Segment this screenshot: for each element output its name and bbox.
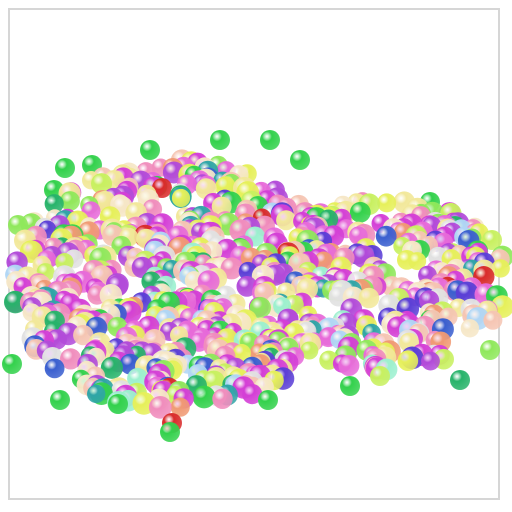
atom-sphere — [60, 348, 82, 370]
atom-sphere — [192, 385, 216, 409]
atom-sphere — [160, 422, 180, 442]
atom-sphere — [73, 324, 94, 346]
atom-sphere — [450, 370, 470, 390]
atom-sphere — [55, 158, 75, 178]
atom-sphere — [370, 366, 390, 386]
atom-sphere — [482, 230, 502, 250]
atom-sphere — [421, 351, 440, 371]
atom-sphere — [460, 319, 480, 338]
atom-sphere — [375, 225, 397, 247]
atom-sphere — [60, 191, 80, 211]
atom-sphere — [212, 388, 233, 409]
atom-sphere — [171, 188, 191, 208]
atom-sphere — [314, 251, 333, 271]
atom-sphere — [300, 341, 319, 360]
atom-sphere — [210, 130, 230, 150]
atom-sphere — [480, 340, 500, 360]
atom-sphere — [258, 390, 278, 410]
atom-sphere — [242, 384, 263, 405]
atom-sphere — [377, 193, 397, 213]
atom-sphere — [249, 296, 271, 319]
atom-sphere — [170, 397, 190, 417]
atom-sphere — [44, 194, 64, 214]
atom-sphere — [455, 281, 479, 305]
atom-sphere — [148, 396, 172, 419]
atom-sphere — [91, 173, 112, 195]
atom-sphere — [483, 310, 503, 330]
atom-sphere — [100, 356, 123, 379]
atom-sphere — [491, 259, 510, 278]
atom-sphere — [220, 257, 243, 280]
atom-sphere — [276, 210, 297, 231]
atom-sphere — [397, 350, 419, 372]
atom-sphere — [152, 178, 172, 198]
atom-sphere — [44, 358, 65, 379]
atom-sphere — [340, 376, 360, 396]
atom-sphere — [2, 354, 22, 374]
atom-layer — [2, 130, 512, 442]
atom-sphere — [338, 355, 360, 376]
atom-sphere — [50, 390, 70, 410]
atom-sphere — [358, 287, 380, 309]
atom-sphere — [87, 384, 106, 404]
atom-sphere — [408, 252, 427, 271]
atom-sphere — [260, 130, 280, 150]
atom-sphere — [108, 394, 128, 414]
atom-sphere — [349, 201, 371, 223]
atom-sphere — [140, 140, 160, 160]
atom-sphere — [290, 150, 310, 170]
atom-sphere — [4, 290, 27, 314]
